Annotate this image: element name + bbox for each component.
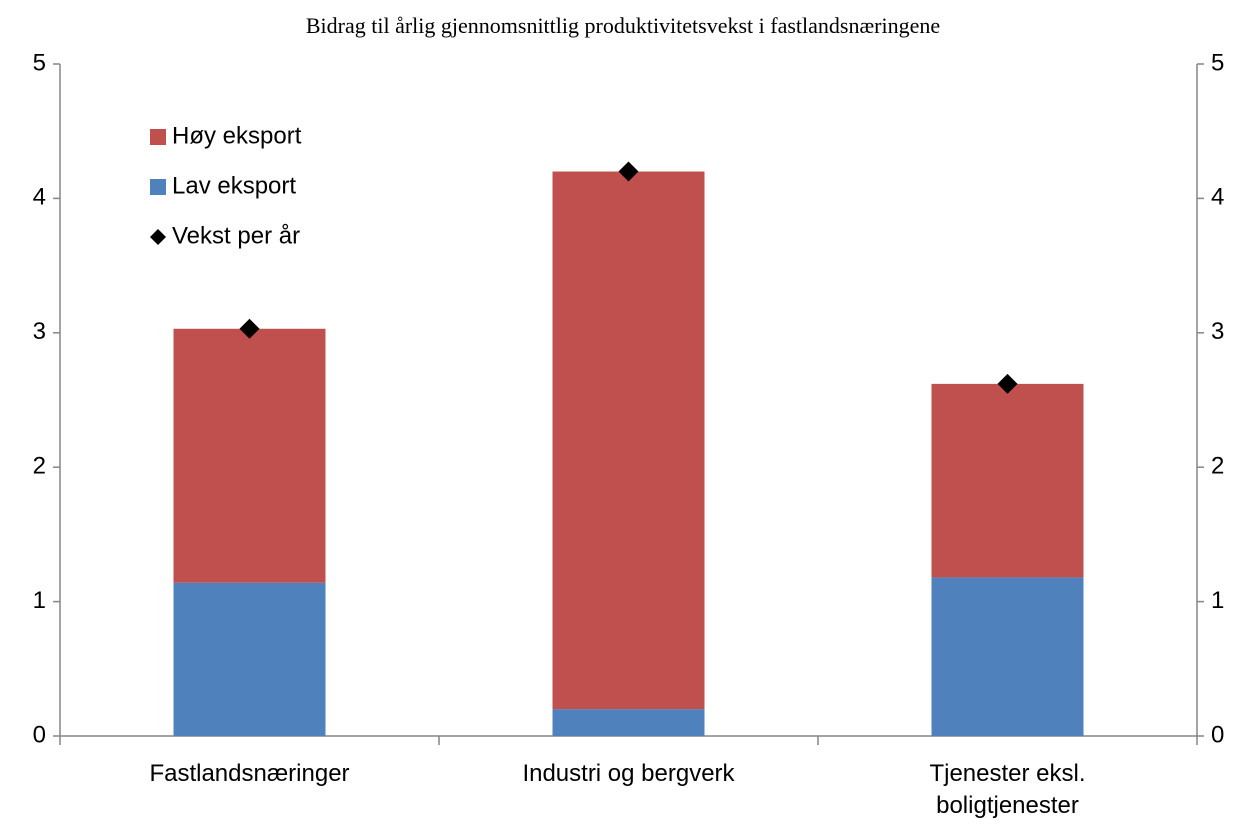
marker: [618, 161, 639, 182]
x-tick-label: Fastlandsnæringer: [149, 760, 350, 787]
y2-tick-label: 5: [1211, 49, 1224, 76]
y2-tick-label: 0: [1211, 721, 1224, 748]
legend-label: Vekst per år: [172, 222, 300, 249]
marker: [997, 373, 1018, 394]
bar-segment: [552, 709, 705, 736]
y2-tick-label: 1: [1211, 587, 1224, 614]
legend-label: Lav eksport: [172, 172, 296, 199]
x-tick-label: Tjenester eksl. boligtjenester: [929, 760, 1086, 819]
y-tick-label: 2: [33, 453, 46, 480]
y-tick-label: 1: [33, 587, 46, 614]
y2-tick-label: 3: [1211, 318, 1224, 345]
legend-marker: [150, 229, 166, 245]
legend-label: Høy eksport: [172, 122, 302, 149]
y-tick-label: 3: [33, 318, 46, 345]
y-tick-label: 0: [33, 721, 46, 748]
chart-title: Bidrag til årlig gjennomsnittlig produkt…: [306, 13, 940, 38]
bar-segment: [931, 577, 1084, 736]
bar-segment: [173, 328, 326, 583]
legend-swatch: [150, 129, 166, 145]
y-tick-label: 4: [33, 184, 46, 211]
bar-segment: [931, 383, 1084, 578]
bar-segment: [552, 171, 705, 710]
legend-swatch: [150, 179, 166, 195]
bar-segment: [173, 582, 326, 736]
y2-tick-label: 2: [1211, 453, 1224, 480]
x-tick-label: Industri og bergverk: [522, 760, 735, 787]
y-tick-label: 5: [33, 49, 46, 76]
marker: [239, 318, 260, 339]
y2-tick-label: 4: [1211, 184, 1224, 211]
